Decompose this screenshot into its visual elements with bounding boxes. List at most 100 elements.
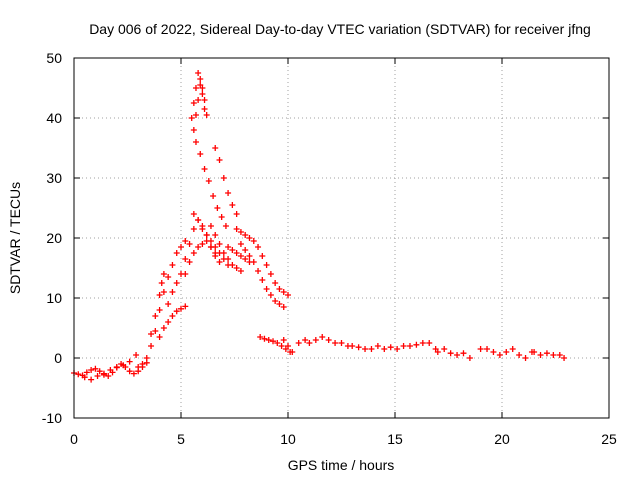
data-point bbox=[285, 292, 291, 298]
data-point bbox=[203, 232, 210, 238]
data-point bbox=[261, 335, 268, 342]
chart-title: Day 006 of 2022, Sidereal Day-to-day VTE… bbox=[89, 21, 591, 37]
data-point bbox=[434, 349, 441, 355]
data-point bbox=[454, 352, 461, 358]
series-tail-5 bbox=[434, 346, 473, 361]
data-point bbox=[173, 308, 180, 315]
data-point bbox=[195, 70, 202, 76]
data-point bbox=[199, 226, 206, 232]
data-point bbox=[280, 337, 287, 343]
data-point bbox=[96, 368, 103, 375]
series-descent-b bbox=[190, 211, 232, 268]
data-point bbox=[182, 271, 189, 277]
y-axis-title: SDTVAR / TECUs bbox=[7, 182, 23, 294]
data-point bbox=[199, 91, 206, 97]
data-point bbox=[242, 256, 249, 262]
data-point bbox=[332, 340, 339, 346]
data-point bbox=[88, 376, 95, 383]
data-point bbox=[212, 244, 219, 250]
data-point bbox=[220, 175, 227, 181]
data-point bbox=[280, 304, 287, 310]
series-tail-6 bbox=[477, 346, 535, 361]
data-point bbox=[205, 178, 212, 184]
data-point bbox=[285, 343, 291, 349]
data-point bbox=[182, 303, 189, 310]
data-point bbox=[195, 97, 202, 103]
data-point bbox=[225, 256, 232, 262]
series-peak bbox=[188, 70, 208, 121]
data-point bbox=[387, 344, 394, 351]
data-point bbox=[133, 352, 140, 358]
series-descent-d bbox=[207, 223, 244, 274]
data-point bbox=[156, 334, 163, 340]
data-point bbox=[229, 247, 236, 253]
data-point bbox=[237, 229, 244, 235]
data-point bbox=[543, 350, 550, 357]
data-point bbox=[267, 292, 274, 298]
data-point bbox=[270, 338, 277, 345]
data-point bbox=[220, 250, 227, 256]
data-point bbox=[212, 145, 219, 151]
data-point bbox=[225, 190, 232, 196]
data-point bbox=[107, 367, 114, 373]
data-point bbox=[466, 355, 473, 361]
data-point bbox=[130, 370, 137, 377]
data-point bbox=[255, 244, 262, 250]
data-point bbox=[355, 344, 362, 351]
x-axis-title: GPS time / hours bbox=[288, 457, 395, 473]
series-tail-7 bbox=[531, 349, 568, 361]
series-descent-a bbox=[192, 139, 229, 229]
data-point bbox=[160, 289, 167, 295]
data-point bbox=[169, 289, 176, 295]
data-point bbox=[83, 369, 90, 376]
data-point bbox=[242, 247, 249, 253]
data-point bbox=[218, 214, 225, 220]
series-arc-up-a bbox=[165, 217, 223, 307]
data-point bbox=[368, 346, 375, 352]
data-point bbox=[186, 259, 193, 265]
series-tail-3 bbox=[295, 334, 351, 349]
data-point bbox=[173, 280, 180, 286]
data-point bbox=[201, 166, 208, 172]
series-tail-4 bbox=[349, 340, 439, 352]
data-point bbox=[561, 355, 568, 361]
data-point bbox=[113, 364, 120, 371]
data-point bbox=[272, 298, 279, 304]
series-baseline-early-2 bbox=[81, 352, 140, 383]
data-point bbox=[537, 352, 544, 358]
data-point bbox=[165, 274, 172, 280]
data-point bbox=[199, 85, 206, 91]
x-tick-label: 0 bbox=[70, 431, 78, 447]
data-point bbox=[148, 343, 155, 349]
data-point bbox=[522, 355, 529, 361]
data-point bbox=[312, 337, 319, 343]
data-point bbox=[338, 340, 345, 346]
y-tick-label: 0 bbox=[54, 350, 62, 366]
x-tick-label: 5 bbox=[177, 431, 185, 447]
data-point bbox=[280, 289, 287, 295]
data-point bbox=[156, 307, 163, 313]
series-descent-c bbox=[212, 145, 240, 217]
data-point bbox=[165, 319, 172, 325]
data-point bbox=[201, 97, 208, 103]
data-point bbox=[302, 337, 309, 343]
data-point bbox=[460, 350, 467, 357]
data-point bbox=[182, 256, 189, 262]
y-tick-label: 10 bbox=[46, 290, 62, 306]
data-point bbox=[197, 76, 204, 82]
data-point bbox=[516, 352, 523, 358]
data-point bbox=[490, 349, 497, 355]
data-point bbox=[295, 340, 302, 346]
series-descent-f bbox=[237, 241, 287, 310]
data-point bbox=[419, 340, 426, 346]
data-point bbox=[105, 373, 112, 379]
data-point bbox=[413, 341, 420, 348]
data-point bbox=[178, 305, 184, 312]
data-point bbox=[156, 292, 163, 298]
data-point bbox=[484, 346, 491, 352]
data-point bbox=[246, 235, 253, 241]
data-point bbox=[126, 358, 133, 365]
data-point bbox=[120, 362, 127, 369]
data-point bbox=[496, 352, 503, 358]
